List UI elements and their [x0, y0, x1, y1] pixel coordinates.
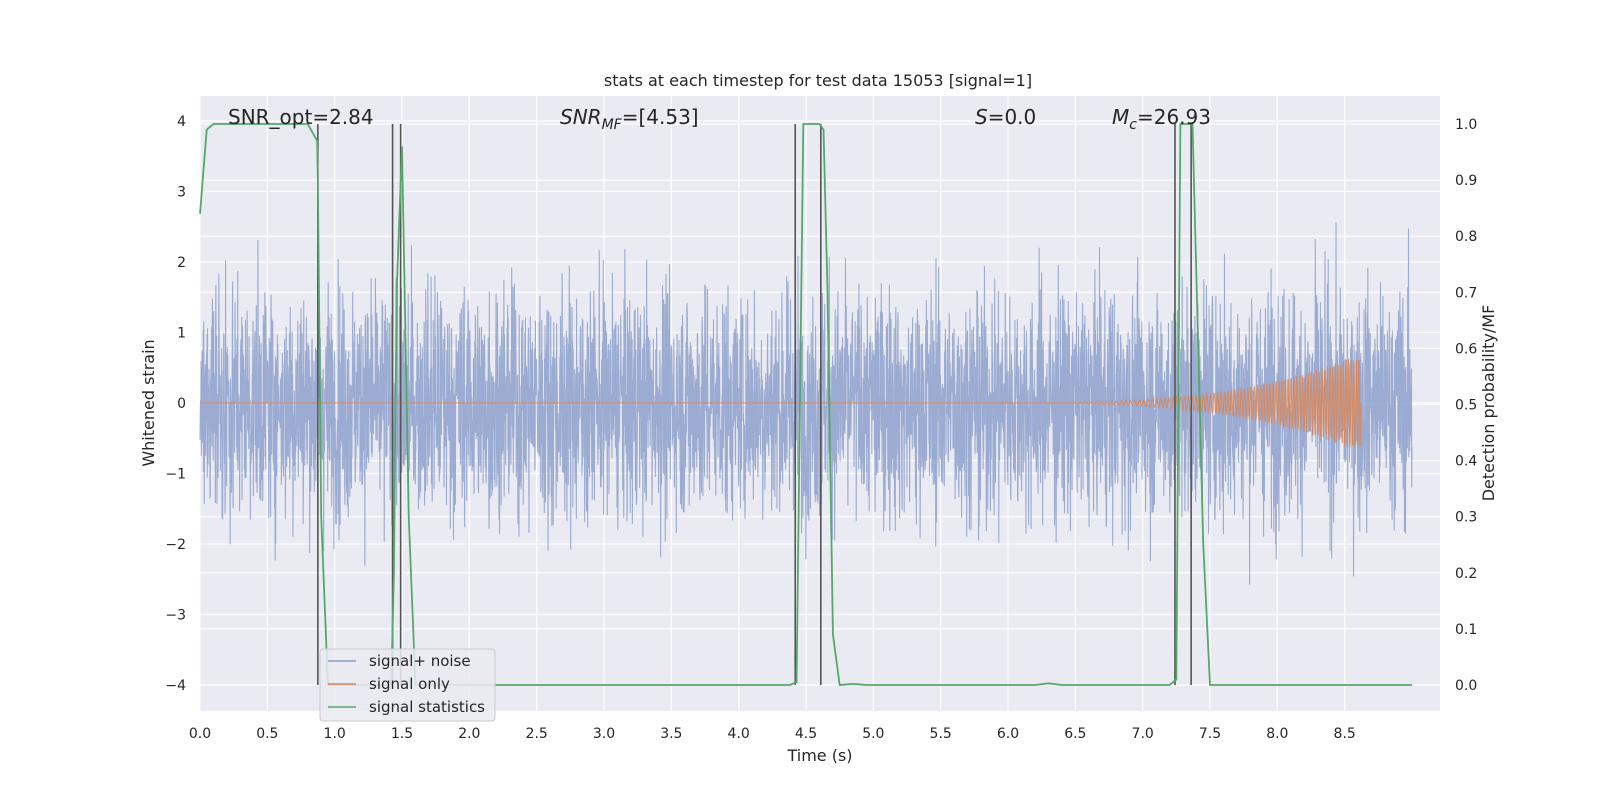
annotation-mc-main: M: [1112, 105, 1129, 129]
annotation-snr-mf-sub: MF: [602, 117, 623, 133]
y-axis-left-ticks: 4 3 2 1 0 −1 −2 −3 −4: [165, 114, 186, 694]
y-right-tick-label: 0.3: [1455, 510, 1477, 526]
x-tick-label: 2.0: [458, 726, 480, 742]
y-left-tick-label: 1: [177, 326, 186, 342]
y-axis-right-label: Detection probability/MF: [1479, 305, 1498, 502]
x-tick-label: 1.5: [391, 726, 413, 742]
x-tick-label: 5.5: [930, 726, 952, 742]
y-right-tick-label: 0.1: [1455, 622, 1477, 638]
annotation-mc-sub: c: [1129, 117, 1137, 133]
legend-label-statistics: signal statistics: [369, 698, 485, 716]
y-right-tick-label: 0.5: [1455, 398, 1477, 414]
annotation-snr-mf: SNRMF=[4.53]: [560, 105, 699, 133]
y-left-tick-label: −3: [165, 608, 186, 624]
x-tick-label: 1.0: [324, 726, 346, 742]
annotation-s: S=0.0: [975, 105, 1036, 129]
x-axis-label: Time (s): [786, 746, 852, 765]
y-axis-left-label: Whitened strain: [139, 339, 158, 466]
chart-title: stats at each timestep for test data 150…: [604, 71, 1032, 90]
x-tick-label: 5.0: [862, 726, 884, 742]
y-right-tick-label: 0.6: [1455, 341, 1477, 357]
annotation-mc-rest: =26.93: [1137, 105, 1211, 129]
signal-only-line: [200, 359, 1362, 447]
signal-statistics-line: [199, 123, 1412, 686]
x-tick-label: 8.0: [1266, 726, 1288, 742]
y-right-tick-label: 0.9: [1455, 173, 1477, 189]
signal-noise-series: [199, 222, 1413, 585]
y-left-tick-label: 3: [177, 185, 186, 201]
x-tick-label: 6.5: [1064, 726, 1086, 742]
x-tick-label: 4.5: [795, 726, 817, 742]
legend: signal+ noise signal only signal statist…: [319, 648, 496, 722]
y-right-tick-label: 0.7: [1455, 285, 1477, 301]
y-left-tick-label: −1: [165, 467, 186, 483]
x-tick-label: 7.5: [1199, 726, 1221, 742]
x-tick-label: 4.0: [728, 726, 750, 742]
x-tick-label: 7.0: [1132, 726, 1154, 742]
signal-only-series: [200, 359, 1362, 447]
x-tick-label: 8.5: [1334, 726, 1356, 742]
y-right-tick-label: 0.2: [1455, 566, 1477, 582]
x-tick-label: 3.5: [660, 726, 682, 742]
signal-statistics-series: [199, 123, 1412, 686]
x-tick-label: 6.0: [997, 726, 1019, 742]
y-right-tick-label: 0.0: [1455, 678, 1477, 694]
legend-box: [319, 648, 496, 722]
legend-label-noise: signal+ noise: [369, 652, 471, 670]
y-right-tick-label: 1.0: [1455, 117, 1477, 133]
annotation-s-main: S: [975, 105, 988, 129]
y-axis-right-ticks: 1.0 0.9 0.8 0.7 0.6 0.5 0.4 0.3 0.2 0.1 0.0: [1455, 117, 1477, 694]
x-tick-label: 0.5: [256, 726, 278, 742]
signal-noise-line: [199, 222, 1413, 585]
x-axis-ticks: 0.0 0.5 1.0 1.5 2.0 2.5 3.0 3.5 4.0 4.5 5.0 5.5 6.0 6…: [189, 726, 1356, 742]
annotation-snr-opt: SNR_opt=2.84: [228, 105, 374, 129]
x-tick-label: 2.5: [526, 726, 548, 742]
y-left-tick-label: 0: [177, 396, 186, 412]
y-left-tick-label: 2: [177, 255, 186, 271]
y-right-tick-label: 0.4: [1455, 454, 1477, 470]
x-tick-label: 0.0: [189, 726, 211, 742]
legend-label-signal: signal only: [369, 675, 450, 693]
annotation-snr-mf-main: SNR: [560, 105, 602, 129]
x-tick-label: 3.0: [593, 726, 615, 742]
y-left-tick-label: −4: [165, 678, 186, 694]
annotation-snr-mf-rest: =[4.53]: [622, 105, 699, 129]
annotation-mc: Mc=26.93: [1112, 105, 1211, 133]
y-left-tick-label: 4: [177, 114, 186, 130]
y-right-tick-label: 0.8: [1455, 229, 1477, 245]
y-left-tick-label: −2: [165, 537, 186, 553]
annotation-s-rest: =0.0: [988, 105, 1037, 129]
